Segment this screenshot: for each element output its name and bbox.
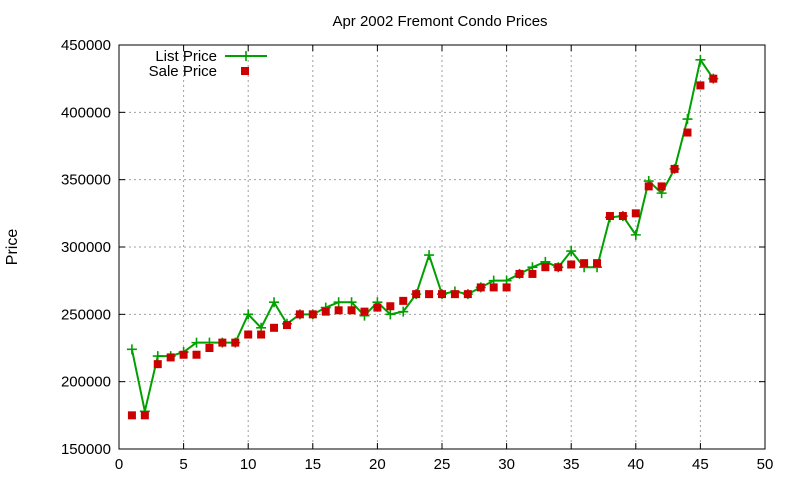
sale-price-point xyxy=(528,269,537,278)
sale-price-point xyxy=(308,310,317,319)
sale-price-point xyxy=(205,344,214,352)
sale-price-point xyxy=(580,259,589,268)
list-price-point xyxy=(566,246,577,257)
sale-price-point xyxy=(218,338,227,347)
sale-price-point xyxy=(502,283,511,292)
sale-price-point xyxy=(321,307,330,316)
sale-price-point xyxy=(244,330,253,339)
list-price-point xyxy=(126,344,137,355)
sale-price-point xyxy=(631,209,640,218)
x-tick-label: 20 xyxy=(369,456,386,473)
list-price-point xyxy=(346,297,357,308)
sale-price-point xyxy=(657,182,666,191)
sale-price-point xyxy=(412,290,421,299)
sale-price-point xyxy=(347,306,356,315)
x-tick-label: 45 xyxy=(692,456,709,473)
x-tick-label: 25 xyxy=(434,456,451,473)
sale-price-point xyxy=(450,290,459,299)
list-price-point xyxy=(682,114,693,125)
sale-price-point xyxy=(541,263,550,272)
list-price-point xyxy=(152,351,163,362)
list-price-point xyxy=(695,54,706,65)
legend-label-sale-price: Sale Price xyxy=(149,63,217,80)
list-price-point xyxy=(191,337,202,348)
x-tick-label: 50 xyxy=(757,456,774,473)
legend-label-list-price: List Price xyxy=(155,48,217,65)
x-tick-label: 15 xyxy=(304,456,321,473)
sale-price-point xyxy=(593,259,602,268)
legend-marker-list-price xyxy=(241,51,251,61)
list-price-point xyxy=(385,309,396,320)
sale-price-point xyxy=(567,260,576,269)
x-tick-label: 0 xyxy=(115,456,123,473)
tick-labels: 0 5 10 15 20 25 30 35 40 45 50 150000 200000 250000 30… xyxy=(61,37,773,473)
x-tick-label: 30 xyxy=(498,456,515,473)
x-tick-label: 10 xyxy=(240,456,257,473)
list-price-point xyxy=(269,297,280,308)
list-price-point xyxy=(243,309,254,320)
sale-price-point xyxy=(489,283,498,292)
y-tick-label: 250000 xyxy=(61,306,111,323)
sale-price-point xyxy=(282,321,291,330)
sale-price-point xyxy=(231,338,240,347)
grid xyxy=(119,45,765,449)
sale-price-point xyxy=(360,307,369,316)
x-tick-label: 5 xyxy=(179,456,187,473)
list-price-line xyxy=(130,58,715,413)
sale-price-point xyxy=(644,182,653,191)
y-tick-label: 350000 xyxy=(61,172,111,189)
sale-price-point xyxy=(438,290,446,299)
sale-price-point xyxy=(554,263,563,272)
sale-price-point xyxy=(696,81,705,90)
sale-price-point xyxy=(515,269,524,278)
sale-price-point xyxy=(153,360,162,369)
list-price-point xyxy=(333,297,344,308)
y-tick-label: 450000 xyxy=(61,37,111,54)
sale-price-point xyxy=(670,164,679,173)
x-tick-label: 35 xyxy=(563,456,580,473)
list-price-point xyxy=(630,229,641,240)
series-layer xyxy=(126,54,719,420)
legend-marker-sale-price xyxy=(241,67,249,75)
sale-price-point xyxy=(605,212,614,221)
sale-price-point xyxy=(140,411,149,420)
y-tick-label: 150000 xyxy=(61,441,111,458)
sale-price-point xyxy=(334,306,343,315)
sale-price-point xyxy=(709,74,718,83)
y-tick-label: 400000 xyxy=(61,104,111,121)
sale-price-point xyxy=(166,353,175,362)
sale-price-point xyxy=(257,330,266,339)
sale-price-point xyxy=(386,302,395,311)
x-tick-label: 40 xyxy=(627,456,644,473)
chart-title: Apr 2002 Fremont Condo Prices xyxy=(332,13,547,30)
sale-price-point xyxy=(463,290,472,299)
list-price-point xyxy=(424,250,435,261)
sale-price-point xyxy=(127,411,136,420)
sale-price-point xyxy=(618,212,627,221)
sale-price-point xyxy=(399,296,408,305)
sale-price-point xyxy=(192,350,201,359)
sale-price-point xyxy=(373,303,382,312)
list-price-point xyxy=(398,306,409,317)
y-tick-label: 200000 xyxy=(61,374,111,391)
sale-price-point xyxy=(476,283,485,292)
plot-frame xyxy=(118,44,766,450)
sale-price-point xyxy=(683,128,692,137)
sale-price-point xyxy=(270,323,279,332)
sale-price-point xyxy=(425,290,434,299)
y-axis-label: Price xyxy=(4,229,21,266)
y-tick-label: 300000 xyxy=(61,239,111,256)
sale-price-point xyxy=(295,310,304,319)
sale-price-point xyxy=(179,350,188,359)
